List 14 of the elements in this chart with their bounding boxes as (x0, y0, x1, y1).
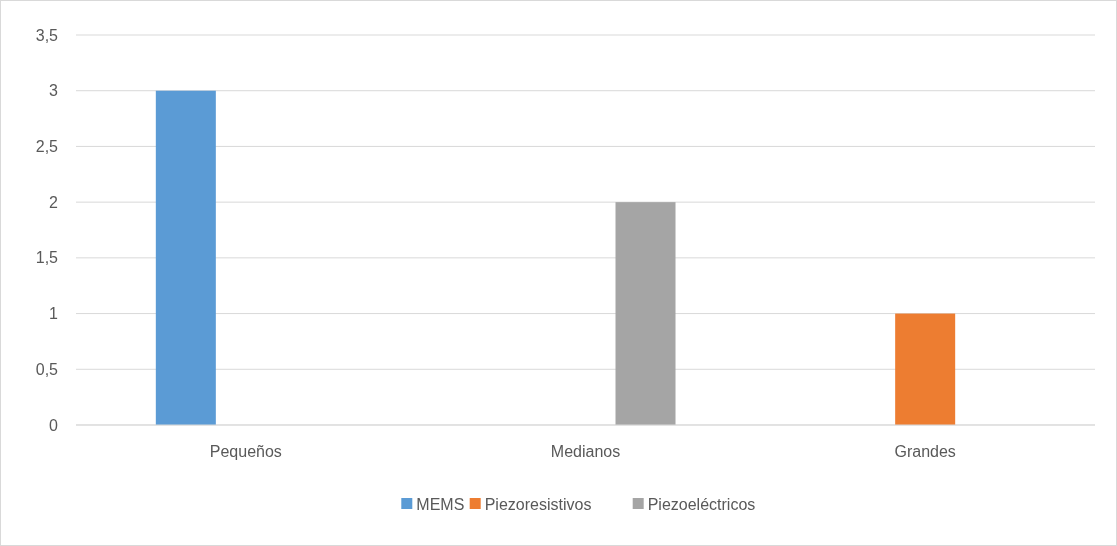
y-tick-label: 0,5 (35, 360, 59, 378)
x-tick-label: Medianos (550, 443, 621, 460)
y-tick-label: 2,5 (35, 138, 59, 156)
legend-label: MEMS (416, 495, 465, 513)
x-tick-label: Pequeños (209, 443, 282, 460)
x-tick-label: Grandes (894, 443, 956, 460)
legend-label: Piezoresistivos (484, 495, 592, 513)
legend-label: Piezoeléctricos (647, 495, 756, 513)
y-tick-label: 1,5 (35, 249, 59, 267)
y-tick-label: 0 (49, 416, 59, 434)
y-tick-label: 1 (49, 305, 59, 323)
y-tick-label: 3,5 (35, 26, 59, 44)
y-tick-label: 3 (49, 82, 59, 100)
y-tick-label: 2 (49, 193, 59, 211)
